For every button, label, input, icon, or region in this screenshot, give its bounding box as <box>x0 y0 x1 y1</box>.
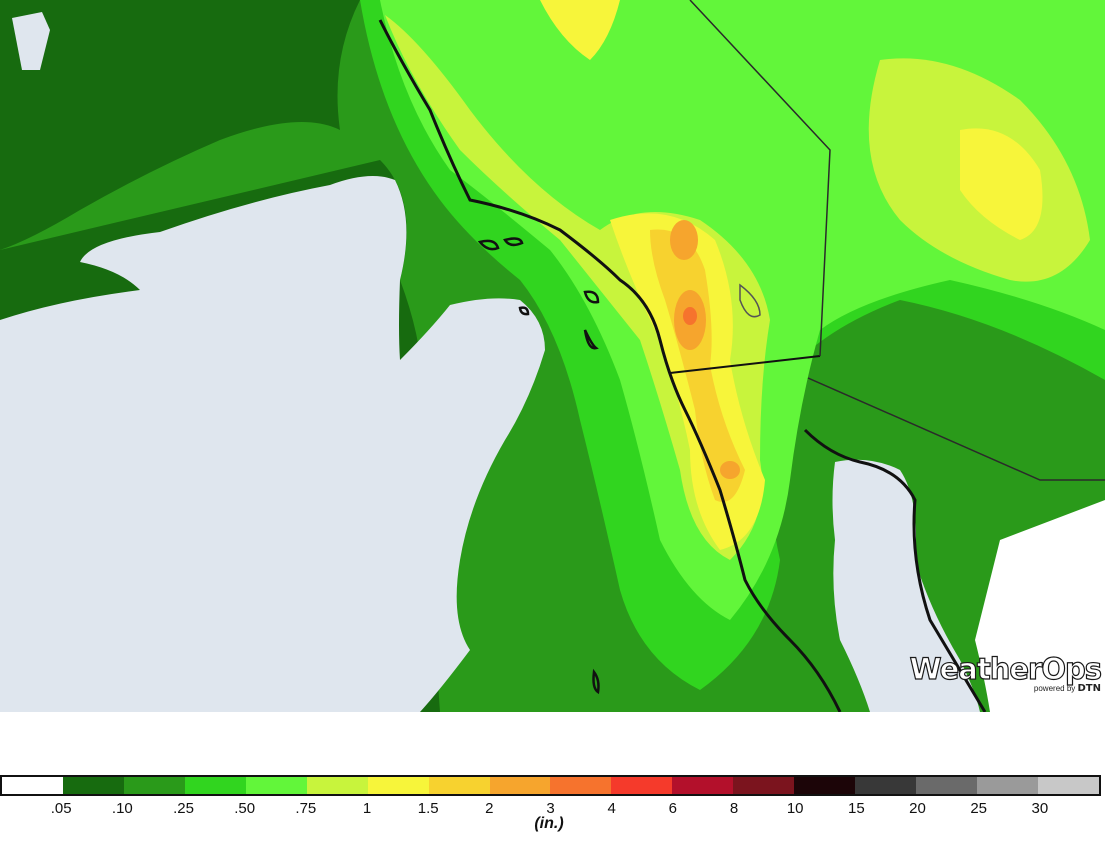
island-5 <box>518 306 530 316</box>
legend-tick-label: 1.5 <box>417 800 439 817</box>
legend-tick-label: 4 <box>607 800 616 817</box>
precipitation-legend-bar <box>0 775 1101 796</box>
legend-swatch <box>916 777 977 794</box>
legend-swatch <box>794 777 856 794</box>
legend-tick-label: .10 <box>111 800 133 817</box>
legend-tick-label: 15 <box>847 800 865 817</box>
ocean-top-left <box>12 12 50 70</box>
baja-coast <box>803 428 987 712</box>
dark-orange-core-1 <box>670 220 698 260</box>
legend-tick-label: 1 <box>362 800 372 817</box>
dark-orange-core-3 <box>720 461 740 479</box>
legend-tick-label: 2 <box>485 800 494 817</box>
land-white-east <box>975 500 1105 712</box>
legend-unit: (in.) <box>534 815 564 832</box>
gulf <box>832 459 980 712</box>
lake-shape <box>739 283 761 318</box>
weatherops-logo: WeatherOps powered by DTN <box>909 652 1103 694</box>
legend-swatch <box>611 777 673 794</box>
legend-swatch <box>123 777 185 794</box>
logo-powered-by: powered by DTN <box>1033 683 1102 694</box>
legend-tick-label: .05 <box>50 800 72 817</box>
legend-swatch <box>977 777 1038 794</box>
island-2 <box>503 237 524 247</box>
yellow-zone-north <box>540 0 620 60</box>
legend-tick-label: .25 <box>173 800 194 817</box>
precipitation-map <box>0 0 1105 712</box>
yellowgreen-zone-north <box>385 15 770 560</box>
island-6 <box>592 668 600 695</box>
orange-zone <box>650 229 745 502</box>
legend-tick-label: 6 <box>668 800 677 817</box>
legend-tick-label: 20 <box>909 800 926 817</box>
border-mexico <box>807 377 1105 481</box>
legend-swatch <box>2 777 63 794</box>
state-border-ca-az <box>669 355 821 374</box>
legend-swatch <box>489 777 551 794</box>
island-4 <box>583 329 599 350</box>
coastline-california <box>378 19 842 712</box>
yellow-zone-east <box>960 128 1043 240</box>
legend-tick-label: 10 <box>786 800 804 817</box>
ocean <box>0 176 545 712</box>
logo-wordmark: WeatherOps <box>909 652 1103 686</box>
legend-swatch <box>306 777 368 794</box>
legend-tick-label: 30 <box>1031 800 1049 817</box>
legend-tick-label: .75 <box>295 800 317 817</box>
dark-precip-zone-north <box>0 0 360 250</box>
legend-ticks: .05 .10 .25 .50 .75 1 1.5 2 3 4 6 8 10 15 20 25 30 <box>0 800 1105 820</box>
legend-swatch <box>672 777 734 794</box>
legend-swatch <box>62 777 124 794</box>
legend-swatch <box>733 777 795 794</box>
legend-tick-label: 8 <box>729 800 739 817</box>
legend-swatch <box>367 777 429 794</box>
legend-tick-label: 3 <box>546 800 555 817</box>
legend-swatch <box>245 777 307 794</box>
legend-swatch <box>428 777 490 794</box>
legend-tick-label: 25 <box>970 800 987 817</box>
legend-swatch <box>184 777 246 794</box>
legend-swatch <box>550 777 612 794</box>
state-border-nv-ca <box>689 0 831 357</box>
red-core <box>683 307 697 325</box>
island-3 <box>583 290 600 304</box>
legend-swatch <box>855 777 917 794</box>
dtn-brand: DTN <box>1077 683 1102 694</box>
island-1 <box>477 239 500 251</box>
legend-swatch <box>1037 777 1099 794</box>
legend-tick-label: .50 <box>234 800 256 817</box>
